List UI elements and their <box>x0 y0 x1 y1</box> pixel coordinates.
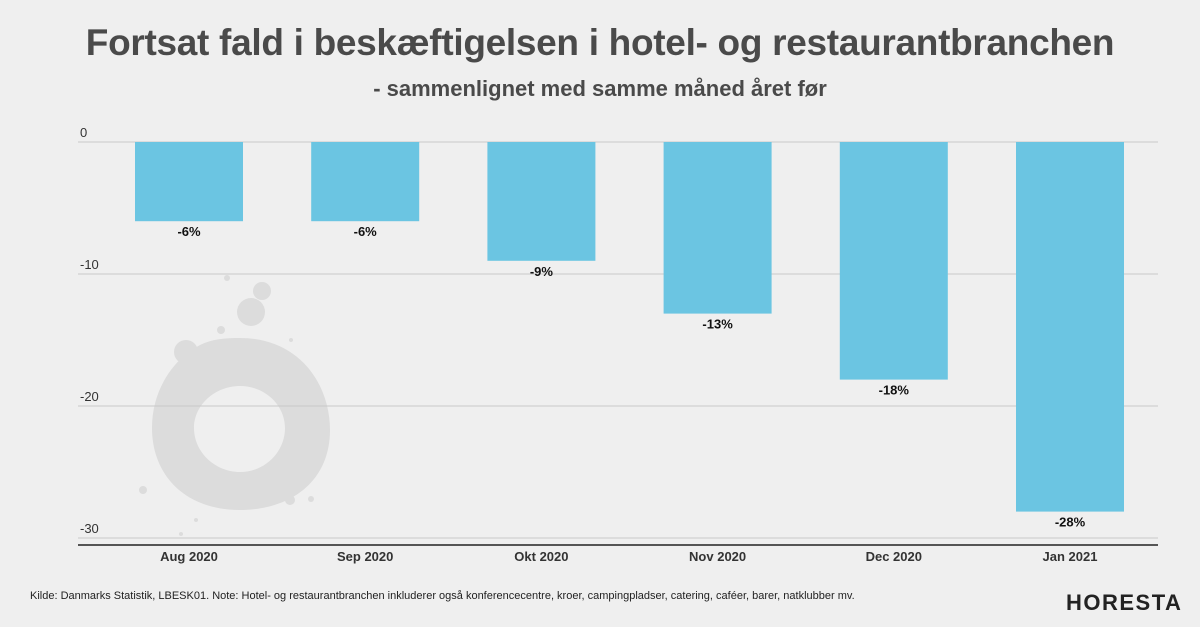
y-tick-label: -10 <box>80 257 99 272</box>
y-tick-label: 0 <box>80 125 87 140</box>
chart-title: Fortsat fald i beskæftigelsen i hotel- o… <box>85 22 1115 63</box>
x-tick-label: Okt 2020 <box>514 549 568 564</box>
bar-sep-2020 <box>311 142 420 222</box>
data-label: -9% <box>530 264 554 279</box>
bar-aug-2020 <box>135 142 243 222</box>
x-tick-label: Dec 2020 <box>866 549 922 564</box>
data-label: -28% <box>1055 515 1086 530</box>
y-tick-label: -30 <box>80 521 99 536</box>
bar-jan-2021 <box>1016 142 1124 512</box>
data-label: -13% <box>702 317 733 332</box>
x-tick-label: Aug 2020 <box>160 549 218 564</box>
data-label: -18% <box>879 383 910 398</box>
watermark-ring <box>139 275 330 536</box>
bar-dec-2020 <box>839 142 948 380</box>
x-tick-label: Sep 2020 <box>337 549 393 564</box>
chart-subtitle: - sammenlignet med samme måned året før <box>373 76 827 101</box>
y-tick-label: -20 <box>80 389 99 404</box>
data-label: -6% <box>354 224 378 239</box>
x-tick-label: Jan 2021 <box>1043 549 1098 564</box>
x-tick-label: Nov 2020 <box>689 549 746 564</box>
data-label: -6% <box>177 224 201 239</box>
bar-nov-2020 <box>663 142 772 314</box>
bar-okt-2020 <box>487 142 596 261</box>
horesta-logo: HORESTA <box>1066 590 1183 615</box>
source-note: Kilde: Danmarks Statistik, LBESK01. Note… <box>30 590 855 602</box>
